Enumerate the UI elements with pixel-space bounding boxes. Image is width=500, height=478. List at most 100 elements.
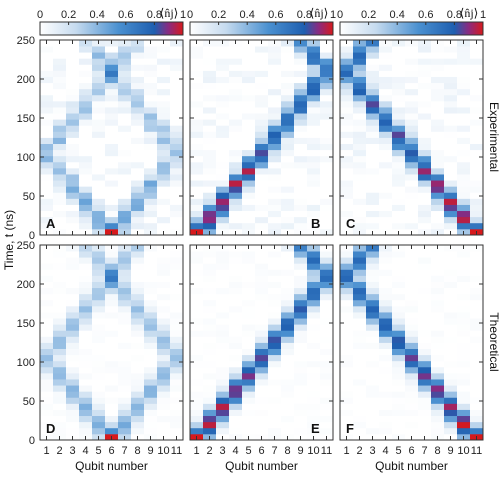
heatmap-cell bbox=[366, 397, 380, 404]
heatmap-cell bbox=[307, 143, 321, 151]
heatmap-cell bbox=[105, 64, 119, 71]
heatmap-cell bbox=[294, 287, 308, 295]
heatmap-cell bbox=[457, 299, 471, 307]
heatmap-cell bbox=[444, 143, 458, 151]
heatmap-cell bbox=[170, 131, 184, 138]
heatmap-cell bbox=[268, 113, 282, 120]
heatmap-cell bbox=[216, 275, 230, 282]
heatmap-cell bbox=[340, 76, 354, 84]
heatmap-cell bbox=[470, 281, 484, 289]
x-tick-label: 10 bbox=[157, 445, 169, 457]
heatmap-cell bbox=[170, 70, 184, 77]
heatmap-cell bbox=[366, 58, 380, 65]
heatmap-cell bbox=[366, 82, 380, 90]
heatmap-cell bbox=[444, 372, 458, 380]
heatmap-cell bbox=[40, 94, 54, 102]
heatmap-cell bbox=[366, 143, 380, 151]
heatmap-cell bbox=[170, 312, 184, 319]
heatmap-cell bbox=[307, 281, 321, 289]
heatmap-cell bbox=[118, 174, 132, 181]
heatmap-cell bbox=[470, 204, 484, 212]
heatmap-cell bbox=[320, 421, 334, 429]
heatmap-cell bbox=[203, 143, 217, 151]
heatmap-cell bbox=[431, 216, 445, 224]
heatmap-cell bbox=[444, 427, 458, 435]
heatmap-cell bbox=[190, 174, 204, 181]
heatmap-cell bbox=[118, 415, 132, 423]
heatmap-cell bbox=[457, 275, 471, 282]
heatmap-cell bbox=[418, 275, 432, 282]
heatmap-cell bbox=[53, 385, 67, 392]
heatmap-cell bbox=[379, 100, 393, 108]
heatmap-cell bbox=[294, 415, 308, 423]
heatmap-cell bbox=[53, 427, 67, 435]
heatmap-cell bbox=[320, 186, 334, 193]
heatmap-cell bbox=[470, 155, 484, 163]
heatmap-cell bbox=[379, 186, 393, 193]
heatmap-cell bbox=[131, 415, 145, 423]
heatmap-cell bbox=[118, 287, 132, 295]
heatmap-cell bbox=[444, 137, 458, 144]
heatmap-cell bbox=[340, 186, 354, 193]
heatmap-cell bbox=[66, 299, 80, 307]
heatmap-cell bbox=[444, 149, 458, 157]
heatmap-cell bbox=[66, 360, 80, 368]
heatmap-cell bbox=[294, 275, 308, 282]
heatmap-cell bbox=[157, 180, 171, 187]
heatmap-cell bbox=[281, 281, 295, 289]
heatmap-cell bbox=[66, 305, 80, 313]
heatmap-cell bbox=[216, 113, 230, 120]
heatmap-cell bbox=[79, 257, 93, 264]
heatmap-cell bbox=[216, 216, 230, 224]
heatmap-cell bbox=[379, 263, 393, 270]
heatmap-cell bbox=[418, 427, 432, 435]
heatmap-cell bbox=[353, 372, 367, 380]
heatmap-cell bbox=[92, 125, 106, 132]
heatmap-cell bbox=[190, 58, 204, 65]
heatmap-cell bbox=[157, 137, 171, 144]
heatmap-cell bbox=[457, 46, 471, 53]
heatmap-cell bbox=[53, 299, 67, 307]
heatmap-cell bbox=[281, 119, 295, 126]
heatmap-cell bbox=[470, 119, 484, 126]
heatmap-cell bbox=[340, 281, 354, 289]
heatmap-cell bbox=[131, 82, 145, 90]
heatmap-cell bbox=[170, 94, 184, 102]
heatmap-cell bbox=[40, 324, 54, 331]
heatmap-cell bbox=[229, 155, 243, 163]
heatmap-cell bbox=[366, 336, 380, 343]
heatmap-cell bbox=[53, 222, 67, 230]
heatmap-cell bbox=[105, 149, 119, 157]
heatmap-cell bbox=[353, 318, 367, 325]
heatmap-cell bbox=[470, 305, 484, 313]
heatmap-cell bbox=[203, 275, 217, 282]
heatmap-cell bbox=[366, 421, 380, 429]
heatmap-cell bbox=[320, 222, 334, 230]
heatmap-cell bbox=[418, 354, 432, 362]
heatmap-cell bbox=[118, 216, 132, 224]
heatmap-cell bbox=[418, 210, 432, 218]
heatmap-cell bbox=[320, 409, 334, 417]
heatmap-cell bbox=[431, 131, 445, 138]
heatmap-cell bbox=[66, 100, 80, 108]
heatmap-cell bbox=[131, 409, 145, 417]
heatmap-cell bbox=[294, 119, 308, 126]
heatmap-cell bbox=[157, 403, 171, 410]
heatmap-cell bbox=[242, 421, 256, 429]
heatmap-cell bbox=[53, 354, 67, 362]
heatmap-cell bbox=[353, 155, 367, 163]
heatmap-cell bbox=[340, 342, 354, 349]
heatmap-cell bbox=[190, 409, 204, 417]
heatmap-cell bbox=[294, 269, 308, 276]
heatmap-cell bbox=[190, 46, 204, 53]
heatmap-cell bbox=[157, 293, 171, 301]
heatmap-cell bbox=[457, 70, 471, 77]
x-tick-label: 1 bbox=[193, 445, 199, 457]
heatmap-cell bbox=[105, 88, 119, 96]
heatmap-cell bbox=[418, 403, 432, 410]
panel-letter: F bbox=[346, 421, 354, 436]
heatmap-cell bbox=[268, 64, 282, 71]
heatmap-cell bbox=[170, 198, 184, 205]
heatmap-cell bbox=[216, 293, 230, 301]
heatmap-cell bbox=[457, 318, 471, 325]
